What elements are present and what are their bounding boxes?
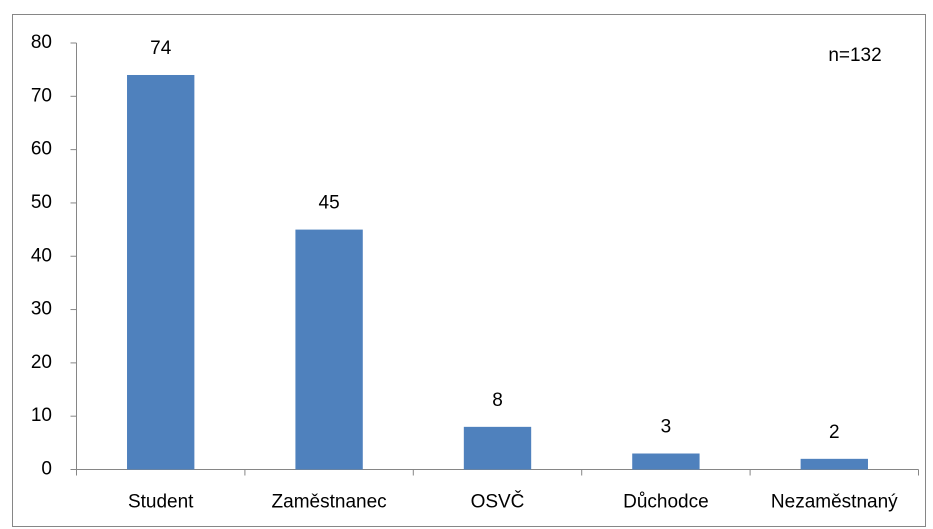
y-tick-label: 30 (31, 299, 52, 320)
bar (800, 458, 868, 470)
bar (463, 426, 532, 470)
x-tick-label: Nezaměstnaný (771, 492, 898, 513)
y-tick-label: 0 (41, 459, 52, 480)
x-tick-label: Zaměstnanec (272, 492, 387, 513)
y-tick-label: 80 (31, 32, 52, 53)
bar (127, 74, 195, 470)
data-label: 3 (661, 417, 672, 438)
x-tick-label: Student (128, 492, 194, 513)
y-tick-label: 60 (31, 139, 52, 160)
y-tick-label: 40 (31, 245, 52, 266)
bar (295, 229, 363, 470)
annotation: n=132 (828, 45, 881, 66)
data-label: 2 (829, 422, 840, 443)
data-label: 45 (319, 193, 340, 214)
x-tick-label: OSVČ (471, 491, 525, 513)
y-tick-label: 50 (31, 192, 52, 213)
data-label: 74 (150, 38, 172, 59)
data-label: 8 (492, 390, 503, 411)
y-tick-label: 20 (31, 352, 52, 373)
y-tick-label: 10 (31, 405, 52, 426)
bar (632, 453, 700, 470)
y-tick-label: 70 (31, 85, 52, 106)
x-tick-label: Důchodce (623, 492, 709, 513)
